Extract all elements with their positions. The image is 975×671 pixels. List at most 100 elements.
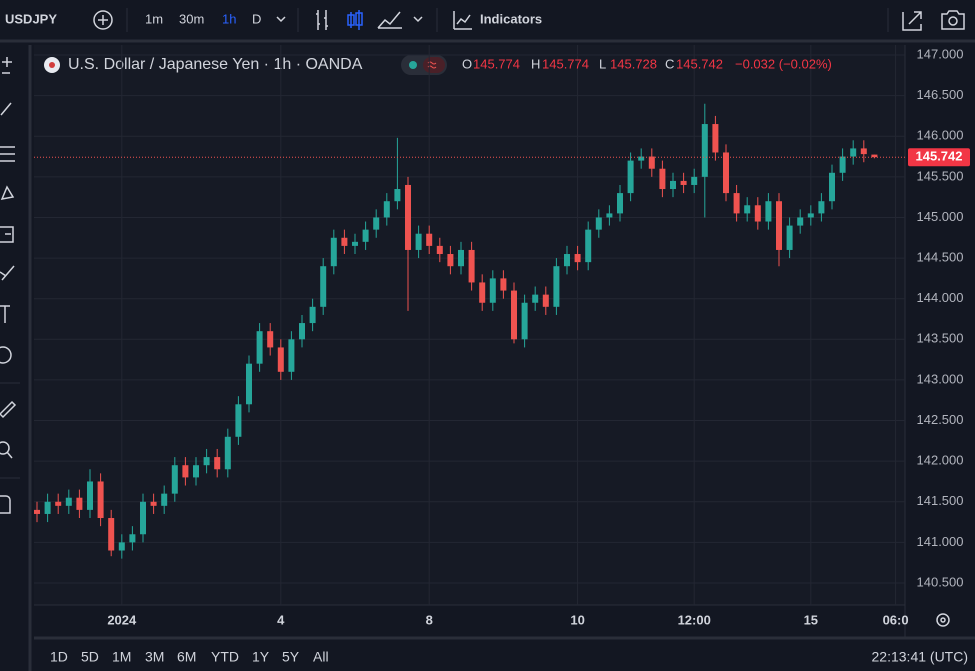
candle-body [97,481,104,519]
settings-icon[interactable] [936,613,950,627]
candle-body [383,201,390,218]
candle-body [193,465,199,478]
candle-body [352,241,358,246]
y-tick-label: 142.000 [917,453,964,468]
range-button[interactable]: 1D [50,649,68,665]
candle-body [754,205,761,222]
candle-body [797,217,804,226]
add-symbol[interactable] [93,10,113,30]
candle-body [394,189,401,202]
candle-body [288,339,295,372]
chart-type-menu[interactable] [413,16,423,23]
candle-body [34,509,40,514]
candle-body [574,254,581,263]
candle-body [701,124,708,177]
crosshair-tool[interactable] [2,57,12,74]
candle-body [733,193,740,214]
snapshot-icon[interactable] [941,10,965,30]
interval-active[interactable]: 1h [222,11,236,26]
area-icon[interactable] [377,11,402,29]
ohlc-letter: C [665,56,674,71]
range-button[interactable]: 1Y [252,649,270,665]
candle-body [818,201,825,214]
y-tick-label: 142.500 [917,412,964,427]
indicators-button[interactable]: Indicators [480,11,542,26]
candle-body [129,534,136,543]
candle-body [648,156,655,169]
range-button[interactable]: 3M [145,649,164,665]
candle-body [553,266,560,307]
candle-body [680,180,687,185]
candle-body [521,302,528,340]
candle-body [712,124,719,153]
candle-body [638,156,645,161]
candle-body [277,347,284,372]
fib-tool[interactable] [0,146,15,162]
chart-title: U.S. Dollar / Japanese Yen · 1h · OANDA [68,56,363,73]
range-button[interactable]: 1M [112,649,131,665]
add-symbol-plus [98,15,108,25]
y-tick-label: 141.500 [917,493,964,508]
candle-body [595,217,602,230]
ohlc-value: 145.742 [676,56,723,71]
pattern-tool[interactable] [0,185,15,200]
clock: 22:13:41 (UTC) [872,649,968,665]
text-tool[interactable] [0,305,10,323]
trendline-tool[interactable] [0,102,12,116]
status-badge [423,57,445,73]
candle-body [585,229,592,263]
range-button[interactable]: 5D [81,649,99,665]
candle-body [87,481,93,510]
y-tick-label: 144.500 [917,250,964,265]
interval-menu[interactable] [276,16,286,23]
candle-body [776,201,782,250]
popout-icon[interactable] [902,11,922,31]
candle-body [256,331,263,364]
symbol[interactable]: USDJPY [5,11,57,26]
x-tick-label: 8 [426,612,433,627]
candle-body [320,266,327,307]
range-button[interactable]: 6M [177,649,196,665]
candle-body [468,249,475,283]
ruler-tool[interactable] [0,400,17,419]
ohlc-value: 145.774 [542,56,589,71]
status-dot [409,61,417,69]
range-button[interactable]: YTD [211,649,239,665]
bars-icon[interactable] [316,10,328,30]
candle-body [341,237,348,246]
candle-body [362,229,369,242]
candle-body [214,457,221,470]
candle-body [786,225,793,250]
candle-body [203,457,210,466]
range-button[interactable]: 5Y [282,649,300,665]
candles-icon[interactable] [347,10,363,30]
y-tick-label: 147.000 [917,46,964,61]
candle-body [532,294,539,303]
magnet-tool[interactable] [0,495,11,514]
candle-body [161,493,168,506]
emoji-tool[interactable] [0,346,12,364]
brush-tool[interactable] [0,265,15,281]
interval[interactable]: 30m [179,11,204,26]
x-tick-label: 2024 [107,612,137,627]
y-tick-label: 143.000 [917,371,964,386]
candle-body [76,497,83,510]
candle-body [871,154,878,158]
ohlc-letter: O [462,56,472,71]
zoom-tool[interactable] [0,441,10,455]
candle-body [839,156,846,173]
y-tick-label: 146.000 [917,128,964,143]
candle-body [150,501,157,506]
interval[interactable]: 1m [145,11,163,26]
plot-area [34,45,905,605]
candle-body [267,331,274,348]
candle-body [511,290,517,340]
indicators-icon[interactable] [453,11,472,30]
range-button[interactable]: All [313,649,329,665]
candle-body [140,501,146,535]
candle-body [330,237,337,267]
interval[interactable]: D [252,11,261,26]
projection-tool[interactable] [0,226,14,243]
candle-body [436,245,443,255]
